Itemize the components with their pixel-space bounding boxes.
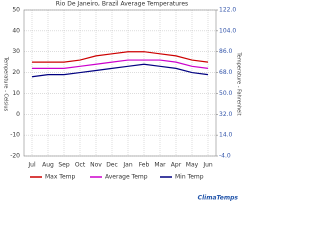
- plot-frame: [23, 9, 217, 157]
- x-tick-label: Dec: [106, 162, 118, 169]
- y2-tick-label: 14.0: [219, 132, 233, 139]
- chart-title: Rio De Janeiro, Brazil Average Temperatu…: [56, 1, 188, 8]
- x-tick-label: Apr: [171, 162, 182, 169]
- y2-tick-label: 50.0: [219, 90, 233, 97]
- chart: Rio De Janeiro, Brazil Average Temperatu…: [0, 0, 244, 206]
- y-tick-label: 50: [12, 7, 20, 14]
- y-tick-label: 30: [12, 48, 20, 55]
- x-tick-label: Mar: [154, 162, 166, 169]
- y-tick-label: -20: [10, 153, 20, 160]
- line-series: [32, 51, 209, 63]
- y-tick-label: 0: [16, 111, 20, 118]
- x-tick-label: Aug: [42, 162, 54, 169]
- x-tick-label: Nov: [90, 162, 102, 169]
- page: Rio De Janeiro, Brazil Average Temperatu…: [0, 0, 244, 206]
- y2-tick-label: 86.0: [219, 48, 233, 55]
- x-tick-label: Jun: [202, 162, 213, 169]
- y-tick-label: 20: [12, 69, 20, 76]
- y-axis-label: Temperature - Celsius: [3, 56, 9, 112]
- line-series: [31, 63, 209, 78]
- legend-label: Average Temp: [105, 174, 148, 181]
- x-tick-label: Jul: [27, 162, 36, 169]
- x-tick-label: Sep: [58, 162, 70, 169]
- y2-tick-label: -4.0: [219, 153, 231, 160]
- y-tick-label: -10: [10, 132, 20, 139]
- x-tick-label: May: [186, 162, 199, 169]
- x-tick-label: Jan: [122, 162, 132, 169]
- x-tick-label: Feb: [139, 162, 150, 169]
- y2-axis-label: Temperature - Fahrenheit: [236, 51, 242, 115]
- legend-label: Min Temp: [175, 174, 204, 181]
- y-tick-label: 40: [12, 27, 20, 34]
- credit: ClimaTemps: [198, 195, 239, 202]
- y2-tick-label: 68.0: [219, 69, 233, 76]
- y2-tick-label: 104.0: [219, 27, 236, 34]
- legend-label: Max Temp: [45, 174, 75, 181]
- x-tick-label: Oct: [75, 162, 86, 169]
- y-tick-label: 10: [12, 90, 20, 97]
- line-series: [32, 59, 209, 69]
- y2-tick-label: 32.0: [219, 111, 233, 118]
- background: [0, 0, 244, 206]
- y2-tick-label: 122.0: [219, 7, 236, 14]
